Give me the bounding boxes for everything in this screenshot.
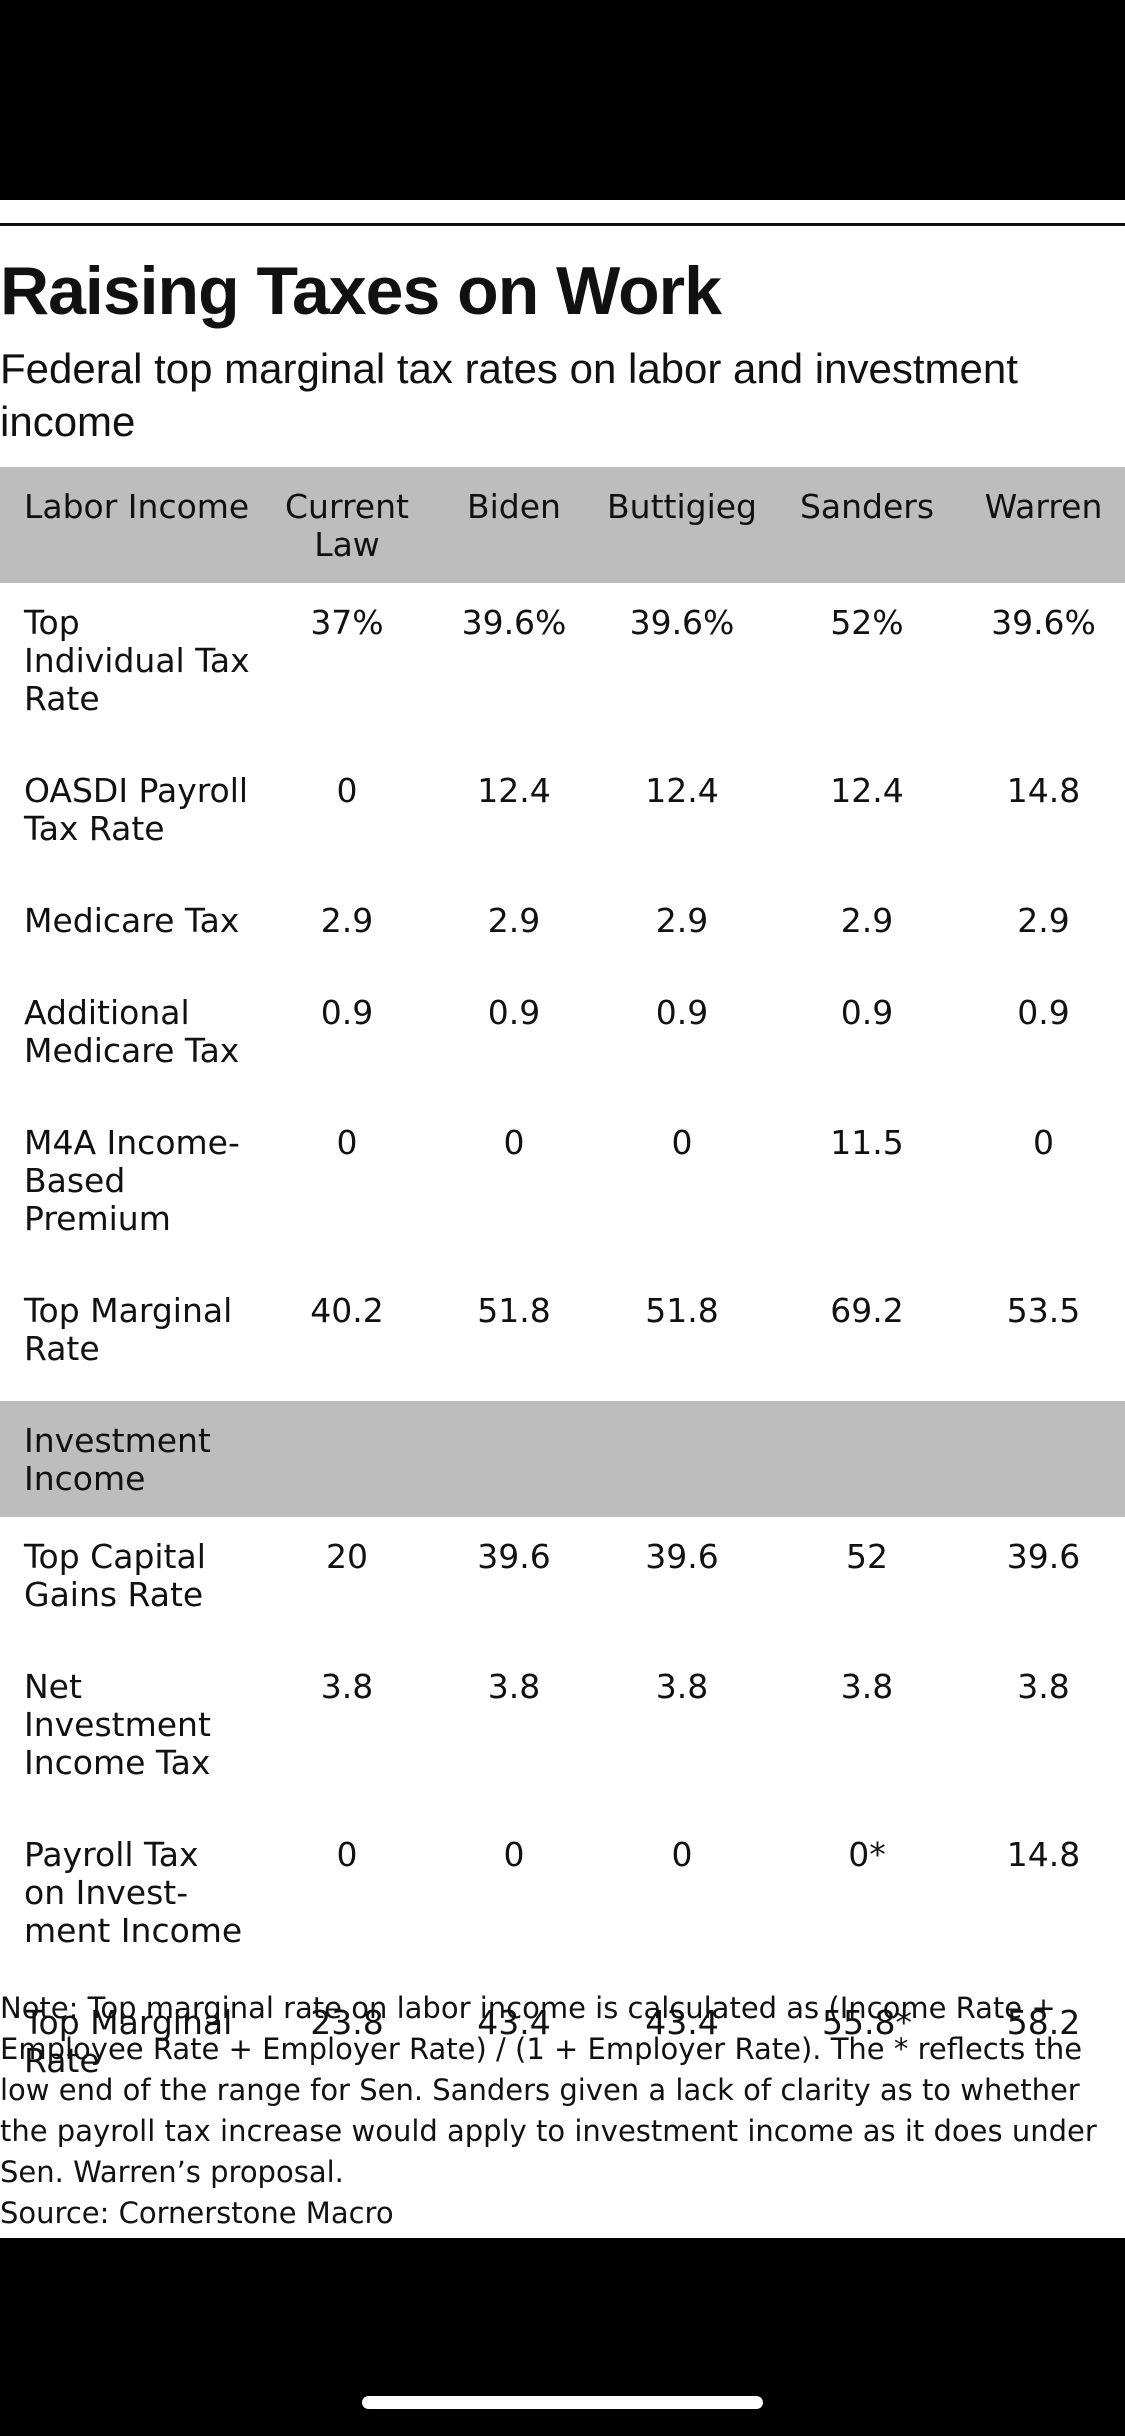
table-cell: 3.8 [320,1667,374,1706]
section-header-labor: Labor Income Current Law Biden Buttigieg… [0,467,1125,583]
table-cell: 39.6 [1006,1537,1081,1576]
table-cell: 0.9 [840,993,894,1032]
table-cell: 43.4 [645,2003,719,2042]
table-row: Top Marginal Rate 40.2 51.8 51.8 69.2 53… [0,1271,1125,1401]
table-row: M4A Income-Based Premium 0 0 0 11.5 0 [0,1103,1125,1271]
section-header-investment: Investment Income [0,1401,1125,1517]
table-cell: 52 [846,1537,888,1576]
table-cell: 0 [336,771,358,810]
table-cell: 69.2 [830,1291,904,1330]
column-header-buttigieg: Buttigieg [592,467,772,583]
source-text: Source: Cornerstone Macro [0,2196,394,2230]
table-cell: 12.4 [477,771,551,810]
table-row: Net Investment Income Tax 3.8 3.8 3.8 3.… [0,1647,1125,1815]
table-cell: 0.9 [320,993,374,1032]
table-cell: 39.6 [645,1537,719,1576]
tax-rate-table: Labor Income Current Law Biden Buttigieg… [0,467,1125,2113]
column-header-biden: Biden [436,467,592,583]
table-cell: 39.6% [629,603,735,642]
column-header-warren: Warren [962,467,1125,583]
table-row: Top Individual Tax Rate 37% 39.6% 39.6% … [0,583,1125,751]
table-cell: 0.9 [487,993,541,1032]
top-rule [0,223,1125,226]
table-row: Medicare Tax 2.9 2.9 2.9 2.9 2.9 [0,881,1125,973]
row-label: Additional Medicare Tax [24,993,240,1070]
table-cell: 11.5 [830,1123,904,1162]
table-cell: 53.5 [1006,1291,1081,1330]
row-label: Top Marginal Rate [24,2003,233,2080]
table-cell: 3.8 [840,1667,894,1706]
table-cell: 3.8 [487,1667,541,1706]
table-cell: 0 [336,1835,358,1874]
table-cell: 14.8 [1006,1835,1081,1874]
table-cell: 2.9 [655,901,709,940]
table-cell: 0 [336,1123,358,1162]
page-title: Raising Taxes on Work [0,253,722,329]
table-row: OASDI Payroll Tax Rate 0 12.4 12.4 12.4 … [0,751,1125,881]
page-subtitle: Federal top marginal tax rates on labor … [0,345,1018,445]
row-label: M4A Income-Based Premium [24,1123,240,1238]
table-cell: 40.2 [310,1291,384,1330]
section-label: Labor Income [0,467,258,583]
table-cell: 0.9 [1017,993,1070,1032]
row-label: OASDI Payroll Tax Rate [24,771,249,848]
table-cell: 0.9 [655,993,709,1032]
table-cell: 2.9 [487,901,541,940]
table-cell: 2.9 [840,901,894,940]
row-label: Payroll Tax on Invest-ment Income [24,1835,243,1950]
table-cell: 0* [848,1835,886,1874]
table-cell: 2.9 [1017,901,1070,940]
row-label: Top Individual Tax Rate [24,603,250,718]
note-text: Note: Top marginal rate on labor income … [0,1991,1097,2189]
row-label: Net Investment Income Tax [24,1667,211,1782]
row-label: Top Marginal Rate [24,1291,233,1368]
column-header-sanders: Sanders [772,467,962,583]
table-row: Top Marginal Rate 23.8 43.4 43.4 55.8* 5… [0,1983,1125,2113]
article-graphic: Raising Taxes on Work Federal top margin… [0,200,1125,2238]
table-cell: 2.9 [320,901,374,940]
table-cell: 58.2 [1006,2003,1081,2042]
row-label: Medicare Tax [24,901,240,940]
footnote: Note: Top marginal rate on labor income … [0,1988,1122,2234]
table-row: Payroll Tax on Invest-ment Income 0 0 0 … [0,1815,1125,1983]
table-cell: 0 [503,1123,525,1162]
table-cell: 0 [1033,1123,1054,1162]
table-cell: 51.8 [477,1291,551,1330]
column-header-current-law: Current Law [258,467,436,583]
table-cell: 43.4 [477,2003,551,2042]
table-cell: 14.8 [1006,771,1081,810]
row-label: Top Capital Gains Rate [24,1537,206,1614]
table-row: Additional Medicare Tax 0.9 0.9 0.9 0.9 … [0,973,1125,1103]
table-cell: 20 [326,1537,368,1576]
table-cell: 52% [830,603,904,642]
table-cell: 51.8 [645,1291,719,1330]
table-cell: 39.6 [477,1537,551,1576]
table-cell: 12.4 [645,771,719,810]
table-cell: 37% [310,603,384,642]
table-row: Top Capital Gains Rate 20 39.6 39.6 52 3… [0,1517,1125,1647]
section-label: Investment Income [0,1401,258,1517]
home-indicator[interactable] [362,2396,763,2409]
table-cell: 39.6% [991,603,1096,642]
table-cell: 12.4 [830,771,904,810]
table-cell: 39.6% [461,603,567,642]
table-cell: 3.8 [1017,1667,1070,1706]
table-cell: 23.8 [310,2003,384,2042]
status-bar-area [0,0,1125,200]
table-cell: 0 [671,1835,693,1874]
table-cell: 55.8* [822,2003,912,2042]
table-cell: 0 [671,1123,693,1162]
table-cell: 3.8 [655,1667,709,1706]
table-cell: 0 [503,1835,525,1874]
